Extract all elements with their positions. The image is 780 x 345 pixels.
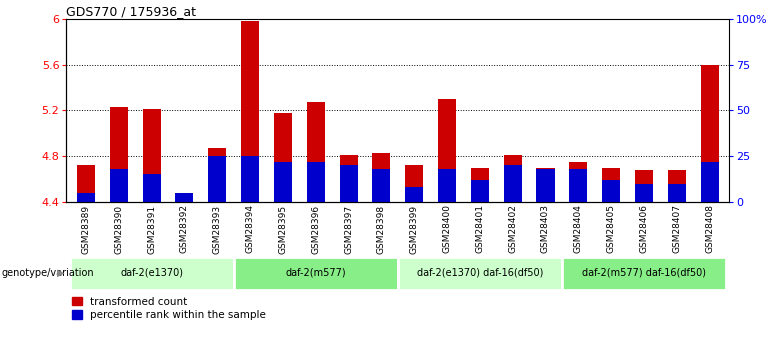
- Text: GSM28390: GSM28390: [115, 205, 123, 254]
- Bar: [537, 169, 555, 202]
- Bar: [504, 155, 522, 202]
- Bar: [700, 161, 718, 202]
- Text: GSM28403: GSM28403: [541, 205, 550, 254]
- Bar: [77, 193, 95, 202]
- Text: GSM28394: GSM28394: [246, 205, 254, 254]
- Text: GSM28406: GSM28406: [640, 205, 648, 254]
- Text: GSM28397: GSM28397: [344, 205, 353, 254]
- Bar: [339, 165, 357, 202]
- Bar: [274, 161, 292, 202]
- Text: daf-2(m577): daf-2(m577): [285, 268, 346, 278]
- Bar: [69, 257, 234, 290]
- Text: GSM28408: GSM28408: [705, 205, 714, 254]
- Text: GSM28396: GSM28396: [311, 205, 321, 254]
- Bar: [307, 102, 324, 202]
- Text: genotype/variation: genotype/variation: [2, 268, 94, 278]
- Text: daf-2(m577) daf-16(df50): daf-2(m577) daf-16(df50): [582, 268, 706, 278]
- Bar: [372, 153, 391, 202]
- Bar: [307, 161, 324, 202]
- Bar: [405, 165, 424, 202]
- Bar: [110, 107, 128, 202]
- Text: GSM28392: GSM28392: [180, 205, 189, 254]
- Bar: [537, 168, 555, 202]
- Bar: [77, 165, 95, 202]
- Bar: [635, 170, 653, 202]
- Text: GSM28407: GSM28407: [672, 205, 681, 254]
- Text: GSM28400: GSM28400: [442, 205, 452, 254]
- Text: GSM28402: GSM28402: [509, 205, 517, 253]
- Bar: [339, 155, 357, 202]
- Text: GSM28398: GSM28398: [377, 205, 386, 254]
- Text: GSM28391: GSM28391: [147, 205, 156, 254]
- Bar: [602, 168, 620, 202]
- Text: daf-2(e1370) daf-16(df50): daf-2(e1370) daf-16(df50): [417, 268, 543, 278]
- Bar: [208, 148, 226, 202]
- Bar: [471, 180, 489, 202]
- Text: GSM28395: GSM28395: [278, 205, 287, 254]
- Bar: [569, 169, 587, 202]
- Bar: [234, 257, 398, 290]
- Text: GSM28404: GSM28404: [574, 205, 583, 253]
- Bar: [398, 257, 562, 290]
- Bar: [602, 180, 620, 202]
- Text: GSM28405: GSM28405: [607, 205, 615, 254]
- Bar: [143, 175, 161, 202]
- Bar: [700, 65, 718, 202]
- Bar: [143, 109, 161, 202]
- Bar: [176, 193, 193, 202]
- Bar: [471, 168, 489, 202]
- Bar: [562, 257, 726, 290]
- Bar: [668, 170, 686, 202]
- Text: GSM28399: GSM28399: [410, 205, 419, 254]
- Bar: [241, 156, 259, 202]
- Bar: [668, 184, 686, 202]
- Bar: [274, 113, 292, 202]
- Legend: transformed count, percentile rank within the sample: transformed count, percentile rank withi…: [72, 297, 266, 321]
- Bar: [438, 99, 456, 202]
- Bar: [504, 165, 522, 202]
- Bar: [569, 162, 587, 202]
- Text: ▶: ▶: [57, 268, 65, 278]
- Text: daf-2(e1370): daf-2(e1370): [120, 268, 183, 278]
- Text: GSM28393: GSM28393: [213, 205, 222, 254]
- Bar: [208, 156, 226, 202]
- Bar: [176, 194, 193, 202]
- Bar: [372, 169, 391, 202]
- Bar: [635, 184, 653, 202]
- Text: GSM28401: GSM28401: [475, 205, 484, 254]
- Bar: [110, 169, 128, 202]
- Text: GSM28389: GSM28389: [81, 205, 90, 254]
- Bar: [405, 187, 424, 202]
- Bar: [438, 169, 456, 202]
- Text: GDS770 / 175936_at: GDS770 / 175936_at: [66, 5, 197, 18]
- Bar: [241, 21, 259, 202]
